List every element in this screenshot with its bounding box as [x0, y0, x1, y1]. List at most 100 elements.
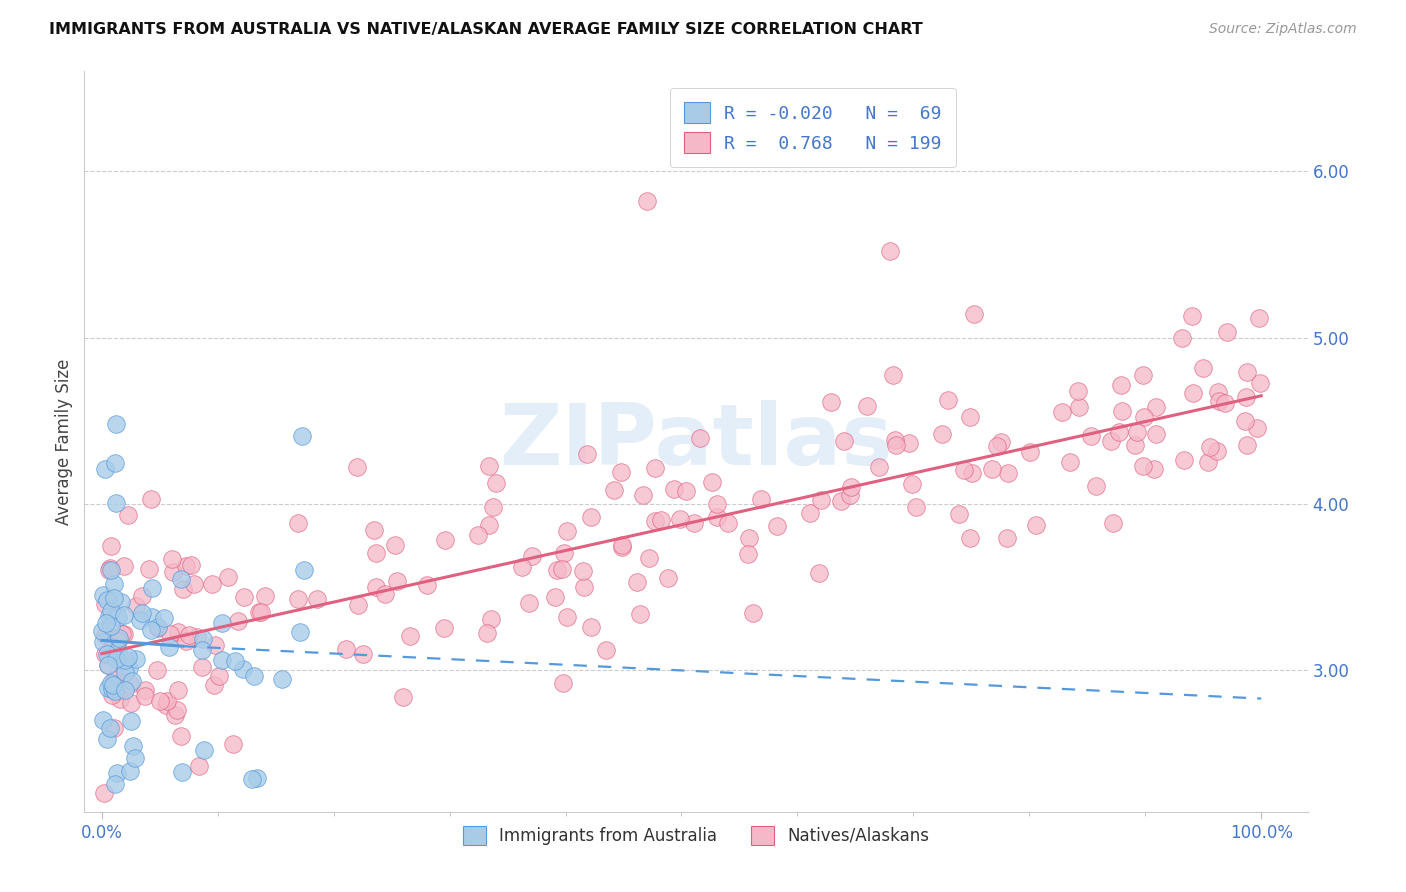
Point: [117, 661, 139, 675]
Point: [94, 615, 117, 630]
Point: [1181, 309, 1204, 323]
Point: [1125, 425, 1147, 440]
Point: [1236, 438, 1258, 452]
Point: [291, 429, 314, 443]
Point: [155, 698, 177, 713]
Point: [820, 395, 842, 409]
Point: [1171, 330, 1194, 344]
Point: [91, 635, 114, 649]
Point: [250, 605, 273, 619]
Point: [186, 630, 208, 644]
Point: [141, 624, 163, 638]
Point: [385, 574, 408, 589]
Point: [347, 598, 370, 612]
Point: [1181, 385, 1204, 400]
Point: [1123, 438, 1146, 452]
Point: [1208, 394, 1230, 409]
Point: [232, 662, 254, 676]
Point: [517, 596, 540, 610]
Point: [1050, 405, 1073, 419]
Point: [1080, 429, 1102, 443]
Point: [1236, 365, 1258, 379]
Point: [936, 392, 959, 407]
Point: [669, 511, 692, 525]
Point: [93, 461, 115, 475]
Point: [960, 466, 983, 480]
Point: [1132, 459, 1154, 474]
Text: ZIPatlas: ZIPatlas: [499, 400, 893, 483]
Point: [211, 615, 233, 630]
Point: [364, 580, 387, 594]
Point: [108, 692, 131, 706]
Point: [124, 599, 146, 614]
Point: [191, 660, 214, 674]
Point: [131, 589, 153, 603]
Point: [603, 483, 626, 497]
Point: [174, 558, 197, 573]
Point: [170, 729, 193, 743]
Point: [208, 668, 231, 682]
Point: [1102, 516, 1125, 531]
Point: [737, 547, 759, 561]
Point: [553, 545, 575, 559]
Point: [1233, 414, 1256, 428]
Point: [157, 640, 180, 654]
Point: [114, 653, 136, 667]
Point: [193, 632, 215, 646]
Point: [1146, 400, 1168, 414]
Point: [188, 759, 211, 773]
Point: [101, 678, 124, 692]
Point: [478, 518, 501, 533]
Point: [882, 368, 904, 382]
Point: [1019, 444, 1042, 458]
Point: [114, 683, 136, 698]
Point: [884, 438, 907, 452]
Point: [146, 620, 169, 634]
Point: [110, 595, 132, 609]
Point: [610, 540, 633, 554]
Point: [1132, 368, 1154, 382]
Point: [1197, 455, 1219, 469]
Point: [626, 574, 648, 589]
Point: [997, 466, 1019, 480]
Point: [1215, 325, 1237, 339]
Point: [94, 628, 117, 642]
Point: [675, 483, 697, 498]
Point: [1236, 390, 1258, 404]
Point: [931, 426, 953, 441]
Point: [657, 571, 679, 585]
Point: [900, 477, 922, 491]
Point: [1206, 385, 1229, 400]
Point: [384, 538, 406, 552]
Point: [1191, 360, 1213, 375]
Point: [156, 694, 179, 708]
Point: [706, 497, 728, 511]
Point: [830, 493, 852, 508]
Point: [141, 491, 163, 506]
Point: [104, 777, 127, 791]
Point: [117, 508, 139, 523]
Point: [1067, 400, 1090, 414]
Point: [855, 399, 877, 413]
Point: [307, 591, 329, 606]
Point: [959, 409, 981, 424]
Point: [96, 592, 118, 607]
Point: [398, 629, 420, 643]
Point: [1246, 421, 1268, 435]
Point: [1133, 409, 1156, 424]
Point: [103, 577, 125, 591]
Point: [838, 488, 860, 502]
Point: [120, 696, 142, 710]
Point: [103, 456, 125, 470]
Point: [167, 624, 190, 639]
Point: [201, 577, 224, 591]
Point: [105, 417, 128, 431]
Point: [138, 562, 160, 576]
Point: [963, 307, 986, 321]
Point: [546, 563, 568, 577]
Point: [243, 669, 266, 683]
Point: [479, 612, 502, 626]
Point: [240, 772, 263, 786]
Point: [107, 633, 129, 648]
Point: [91, 713, 114, 727]
